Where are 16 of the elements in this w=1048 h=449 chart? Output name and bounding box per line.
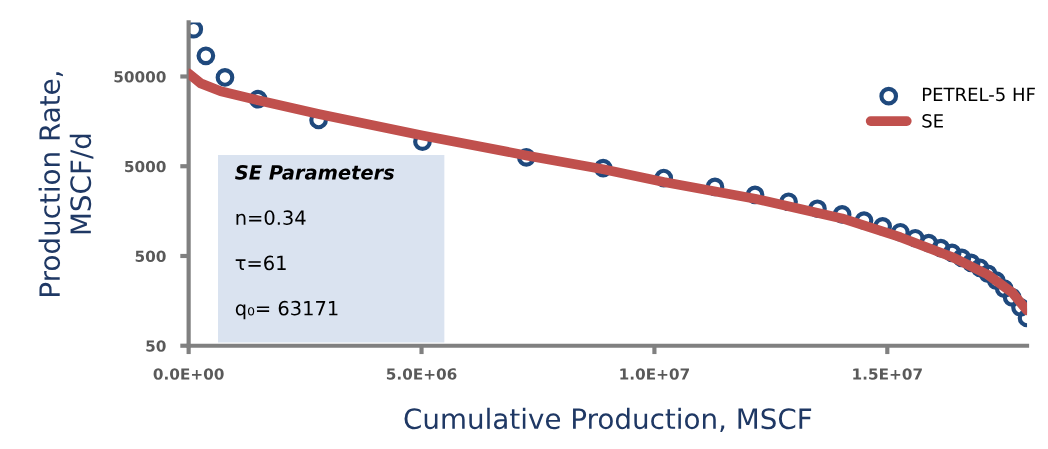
y-tick-label: 500 (135, 250, 166, 262)
annotation: τ=61 (235, 255, 286, 271)
legend-label: PETREL-5 HF (922, 87, 1035, 102)
annotation: SE Parameters (235, 165, 395, 180)
y-tick-label: 50000 (114, 70, 166, 83)
annotation: n=0.34 (236, 210, 306, 225)
x-tick-label: 0.0E+00 (153, 368, 224, 380)
x-tick-label: 1.5E+07 (853, 368, 922, 380)
y-tick-label: 5000 (125, 160, 166, 173)
x-axis-title: Cumulative Production, MSCF (404, 407, 812, 433)
y-tick-label: 50 (146, 340, 166, 352)
x-tick-label: 1.0E+07 (620, 368, 689, 380)
x-tick-label: 5.0E+06 (386, 368, 457, 380)
legend-label: SE (922, 114, 943, 128)
annotation: q₀= 63171 (235, 300, 338, 320)
y-axis-title: Production Rate, MSCF/d (38, 72, 94, 296)
